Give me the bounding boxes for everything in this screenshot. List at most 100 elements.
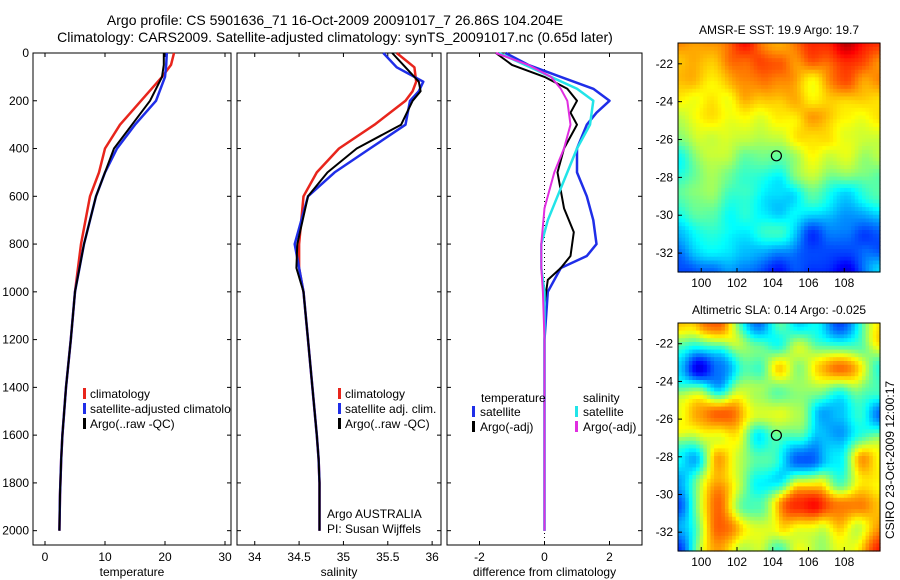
sst_map-heatmap-cell: [854, 195, 859, 201]
sla_map-heatmap-cell: [739, 399, 744, 404]
sst_map-heatmap-cell: [793, 199, 798, 204]
sst_map-heatmap-cell: [836, 260, 841, 265]
sst_map-heatmap-cell: [851, 138, 856, 143]
sst_map-heatmap-cell: [721, 126, 726, 132]
sla_map-heatmap-cell: [847, 334, 852, 339]
sla_map-heatmap-cell: [717, 353, 722, 358]
sla_map-heatmap-cell: [836, 326, 841, 332]
sst_map-heatmap-cell: [858, 199, 863, 204]
sst_map-heatmap-cell: [872, 96, 877, 101]
sst_map-heatmap-cell: [797, 222, 802, 227]
sla_map-heatmap-cell: [797, 323, 802, 328]
sst_map-heatmap-cell: [815, 146, 820, 151]
sst_map-heatmap-cell: [876, 233, 881, 239]
sst_map-heatmap-cell: [865, 226, 870, 231]
sla_map-heatmap-cell: [843, 349, 849, 354]
sst_map-heatmap-cell: [728, 46, 733, 52]
sst_map-heatmap-cell: [847, 62, 852, 67]
sst_map-heatmap-cell: [811, 241, 816, 246]
sst_map-heatmap-cell: [797, 188, 802, 193]
sst_map-heatmap-cell: [779, 65, 784, 71]
sst_map-heatmap-cell: [753, 130, 758, 136]
sst_map-heatmap-cell: [854, 168, 859, 174]
sla_map-heatmap-cell: [775, 349, 780, 354]
sst_map-heatmap-cell: [818, 252, 823, 258]
sst_map-heatmap-cell: [678, 50, 683, 56]
sst_map-heatmap-cell: [768, 195, 773, 201]
sla_map-heatmap-cell: [804, 372, 809, 377]
sla_map-heatmap-cell: [804, 399, 809, 404]
sst_map-heatmap-cell: [692, 176, 697, 181]
sst_map-heatmap-cell: [876, 203, 881, 208]
sst_map-heatmap-cell: [753, 157, 758, 162]
sst_map-heatmap-cell: [764, 199, 769, 204]
sst_map-heatmap-cell: [782, 46, 787, 52]
sst_map-heatmap-cell: [775, 130, 780, 136]
salinity-xlabel: salinity: [321, 565, 358, 579]
sst_map-heatmap-cell: [789, 153, 795, 159]
sst_map-heatmap-cell: [800, 104, 805, 109]
sla_map-heatmap-cell: [742, 323, 748, 328]
sla_map-heatmap-cell: [825, 399, 831, 404]
sst_map-heatmap-cell: [721, 168, 726, 174]
sst_map-heatmap-cell: [854, 104, 859, 109]
sst_map-heatmap-cell: [696, 43, 701, 48]
sst_map-heatmap-cell: [815, 69, 820, 75]
sst_map-heatmap-cell: [714, 96, 719, 101]
sst_map-heatmap-cell: [710, 207, 715, 212]
sla_map-heatmap-cell: [861, 391, 867, 396]
sla_map-heatmap-cell: [739, 395, 744, 400]
sst_map-heatmap-cell: [768, 65, 773, 71]
sst_map-heatmap-cell: [829, 134, 834, 140]
sst_map-heatmap-cell: [721, 81, 726, 86]
sst_map-heatmap-cell: [699, 119, 704, 124]
sst_map-heatmap-cell: [825, 180, 831, 185]
sla_map-heatmap-cell: [854, 383, 859, 389]
sst_map-heatmap-cell: [847, 46, 852, 52]
sla_map-heatmap-cell: [811, 323, 816, 328]
sst_map-heatmap-cell: [851, 84, 856, 90]
sla_map-heatmap-cell: [843, 338, 849, 343]
sst_map-heatmap-cell: [678, 199, 683, 204]
sst_map-heatmap-cell: [739, 210, 744, 216]
sst_map-heatmap-cell: [818, 184, 823, 189]
sst_map-heatmap-cell: [847, 119, 852, 124]
sla_map-heatmap-cell: [703, 345, 708, 351]
sst_map-heatmap-cell: [706, 149, 712, 155]
sst_map-heatmap-cell: [775, 252, 780, 258]
sst_map-heatmap-cell: [688, 84, 694, 90]
sla_map-heatmap-cell: [797, 345, 802, 351]
sla_map-heatmap-cell: [876, 399, 881, 404]
sst_map-heatmap-cell: [825, 73, 831, 78]
sst_map-heatmap-cell: [843, 149, 849, 155]
sst_map-heatmap-cell: [724, 176, 730, 181]
sla_map-heatmap-cell: [760, 323, 766, 328]
salinity-legend-label: satellite adj. clim.: [345, 402, 436, 416]
sst_map-heatmap-cell: [865, 191, 870, 197]
sst_map-heatmap-cell: [710, 134, 715, 140]
sst_map-heatmap-cell: [732, 138, 737, 143]
sla_map-heatmap-cell: [782, 410, 787, 415]
sst_map-heatmap-cell: [678, 233, 683, 239]
sla_map-heatmap-cell: [807, 361, 813, 366]
sla_map-heatmap-cell: [714, 387, 719, 392]
sst_map-heatmap-cell: [876, 180, 881, 185]
sla_map-heatmap-cell: [818, 345, 823, 351]
sla_map-heatmap-cell: [710, 349, 715, 354]
sst_map-heatmap-cell: [717, 249, 722, 254]
sst_map-heatmap-cell: [847, 195, 852, 201]
sst_map-heatmap-cell: [847, 226, 852, 231]
sla_map-heatmap-cell: [861, 345, 867, 351]
sst_map-heatmap-cell: [840, 81, 845, 86]
sst_map-heatmap-cell: [717, 188, 722, 193]
sst_map-heatmap-cell: [865, 73, 870, 78]
sla_map-heatmap-cell: [739, 372, 744, 377]
sla_map-heatmap-cell: [865, 391, 870, 396]
sst_map-heatmap-cell: [851, 146, 856, 151]
sla_map-heatmap-cell: [854, 402, 859, 408]
sst_map-heatmap-cell: [768, 226, 773, 231]
sst_map-heatmap-cell: [703, 256, 708, 262]
sla_map-heatmap-cell: [833, 410, 838, 415]
sst_map-heatmap-cell: [732, 81, 737, 86]
sla_map-heatmap-cell: [811, 402, 816, 408]
